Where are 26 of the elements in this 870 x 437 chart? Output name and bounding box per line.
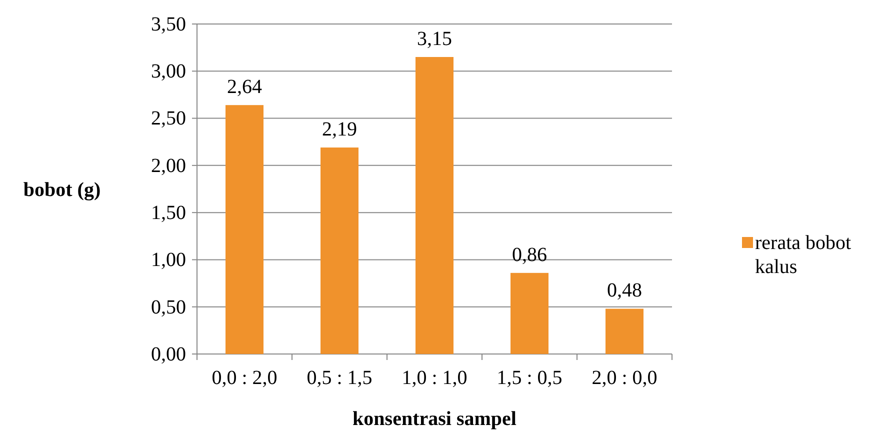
bar xyxy=(416,57,454,354)
y-tick-label: 0,00 xyxy=(151,343,186,366)
y-tick-label: 1,00 xyxy=(151,249,186,272)
y-tick-label: 2,00 xyxy=(151,154,186,177)
data-label: 0,48 xyxy=(607,280,642,302)
bar xyxy=(606,308,644,354)
data-label: 3,15 xyxy=(417,28,452,50)
x-axis-title: konsentrasi sampel xyxy=(352,408,517,430)
data-label: 2,64 xyxy=(227,76,262,98)
y-tick-label: 0,50 xyxy=(151,296,186,318)
x-tick-label: 1,5 : 0,5 xyxy=(496,367,562,390)
data-label: 2,19 xyxy=(322,118,357,141)
y-tick-label: 1,50 xyxy=(151,202,186,224)
x-tick-label: 0,0 : 2,0 xyxy=(212,367,278,390)
y-tick-label: 2,50 xyxy=(151,108,186,130)
x-tick-label: 2,0 : 0,0 xyxy=(592,367,658,390)
x-tick-label: 1,0 : 1,0 xyxy=(402,367,468,390)
bar xyxy=(226,105,264,354)
bar xyxy=(510,272,548,354)
legend-label: rerata bobot kalus xyxy=(755,232,852,278)
x-tick-label: 0,5 : 1,5 xyxy=(306,367,372,390)
y-tick-label: 3,50 xyxy=(151,13,186,36)
data-label: 0,86 xyxy=(512,244,547,266)
y-axis-title: bobot (g) xyxy=(23,179,101,201)
y-tick-label: 3,00 xyxy=(151,60,186,83)
bar xyxy=(320,148,358,354)
